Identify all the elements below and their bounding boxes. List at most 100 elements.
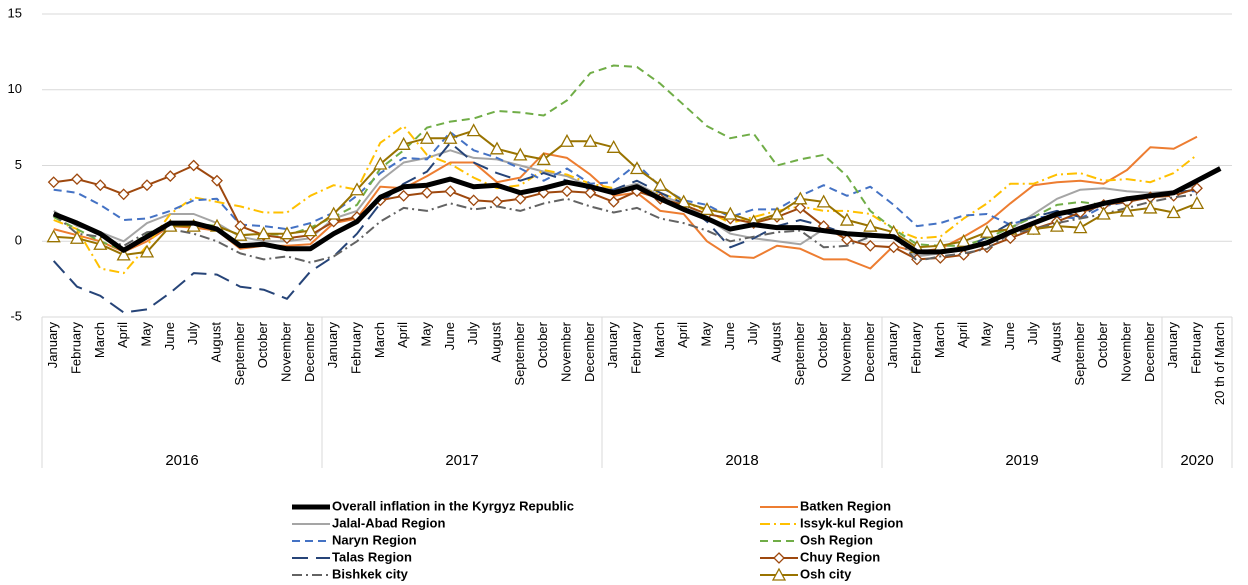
point-marker — [514, 192, 527, 205]
point-marker — [1049, 218, 1065, 232]
x-tick-label: May — [698, 322, 713, 347]
point-marker — [279, 226, 295, 240]
x-tick-label: October — [1095, 321, 1110, 368]
legend-label: Overall inflation in the Kyrgyz Republic — [332, 498, 574, 513]
point-marker — [1073, 220, 1088, 234]
x-tick-label: October — [815, 321, 830, 368]
x-tick-label: October — [255, 321, 270, 368]
x-tick-label: October — [535, 321, 550, 368]
x-tick-label: June — [722, 322, 737, 350]
point-marker — [607, 195, 620, 208]
point-marker — [443, 130, 458, 144]
x-tick-label: August — [208, 322, 223, 363]
series-line — [53, 64, 1198, 252]
x-tick-label: September — [792, 321, 807, 385]
point-marker — [69, 230, 85, 244]
point-marker — [116, 247, 131, 261]
point-marker — [326, 206, 341, 220]
series-line — [52, 141, 1198, 314]
y-tick-label: -5 — [10, 308, 22, 323]
point-marker — [1143, 200, 1158, 214]
x-tick-label: September — [1072, 321, 1087, 385]
x-tick-label: August — [768, 322, 783, 363]
x-tick-label: November — [838, 321, 853, 382]
point-marker — [979, 224, 995, 238]
x-tick-label: January — [45, 322, 60, 369]
x-tick-label: May — [138, 322, 153, 347]
x-tick-label: September — [512, 321, 527, 385]
legend-marker — [773, 552, 785, 564]
point-marker — [139, 244, 155, 258]
point-marker — [653, 177, 668, 191]
point-marker — [444, 185, 457, 198]
x-tick-label: November — [278, 321, 293, 382]
point-marker — [839, 212, 855, 226]
point-marker — [303, 223, 318, 237]
point-marker — [793, 191, 808, 205]
x-tick-label: July — [745, 322, 760, 346]
point-marker — [794, 202, 807, 214]
point-marker — [71, 173, 83, 186]
legend-label: Osh city — [800, 566, 852, 581]
point-marker — [934, 251, 947, 264]
x-tick-label: February — [68, 322, 83, 375]
point-marker — [94, 179, 107, 192]
point-marker — [396, 136, 411, 150]
legend-label: Jalal-Abad Region — [332, 515, 445, 530]
point-marker — [419, 130, 435, 144]
legend-label: Bishkek city — [332, 566, 409, 581]
x-tick-label: July — [1025, 322, 1040, 346]
x-tick-label: 20 th of March — [1212, 322, 1227, 405]
legend-label: Talas Region — [332, 549, 412, 564]
legend-label: Batken Region — [800, 498, 891, 513]
year-label: 2020 — [1180, 452, 1213, 469]
x-tick-label: June — [1002, 322, 1017, 350]
point-marker — [46, 229, 61, 243]
point-marker — [583, 133, 598, 147]
series-line — [52, 166, 1222, 255]
x-tick-label: August — [1048, 322, 1063, 363]
point-marker — [489, 141, 505, 155]
x-tick-label: December — [862, 321, 877, 382]
point-marker — [561, 185, 573, 198]
x-tick-label: February — [1188, 322, 1203, 375]
point-marker — [1119, 203, 1135, 217]
point-marker — [1191, 182, 1203, 195]
x-tick-label: March — [932, 322, 947, 358]
legend-label: Osh Region — [800, 532, 873, 547]
point-marker — [164, 170, 177, 183]
point-marker — [629, 161, 645, 175]
series-line — [53, 131, 1197, 231]
year-label: 2016 — [165, 452, 198, 469]
x-tick-label: March — [92, 322, 107, 358]
x-tick-label: January — [1165, 322, 1180, 369]
x-tick-label: April — [675, 322, 690, 348]
point-marker — [117, 188, 130, 201]
point-marker — [491, 195, 503, 208]
y-tick-label: 5 — [15, 157, 22, 172]
point-marker — [141, 179, 153, 192]
point-marker — [723, 206, 738, 220]
point-marker — [559, 133, 575, 147]
x-tick-label: May — [418, 322, 433, 347]
point-marker — [887, 241, 900, 254]
x-tick-label: March — [652, 322, 667, 358]
point-marker — [863, 218, 878, 232]
x-tick-label: April — [395, 322, 410, 348]
x-tick-label: July — [465, 322, 480, 346]
year-label: 2018 — [725, 452, 758, 469]
x-tick-label: December — [302, 321, 317, 382]
x-tick-label: May — [978, 322, 993, 347]
point-marker — [349, 182, 365, 196]
x-tick-label: December — [582, 321, 597, 382]
x-tick-label: July — [185, 322, 200, 346]
legend-label: Chuy Region — [800, 549, 880, 564]
x-tick-label: November — [558, 321, 573, 382]
point-marker — [769, 206, 785, 220]
x-tick-label: December — [1142, 321, 1157, 382]
point-marker — [256, 226, 271, 240]
point-marker — [606, 139, 621, 153]
point-marker — [93, 236, 108, 250]
legend-label: Issyk-kul Region — [800, 515, 903, 530]
